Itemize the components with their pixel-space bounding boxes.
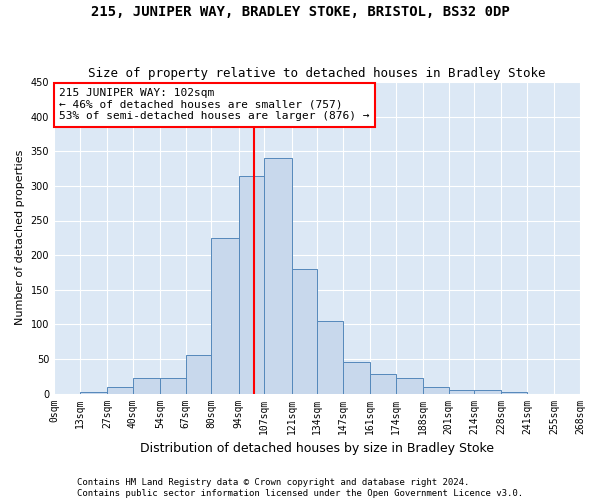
- Bar: [211, 238, 239, 394]
- Title: Size of property relative to detached houses in Bradley Stoke: Size of property relative to detached ho…: [88, 66, 546, 80]
- Bar: [264, 158, 292, 394]
- Bar: [343, 362, 370, 394]
- Bar: [80, 392, 107, 394]
- Bar: [160, 378, 185, 394]
- Text: 215, JUNIPER WAY, BRADLEY STOKE, BRISTOL, BS32 0DP: 215, JUNIPER WAY, BRADLEY STOKE, BRISTOL…: [91, 5, 509, 19]
- Text: Contains HM Land Registry data © Crown copyright and database right 2024.
Contai: Contains HM Land Registry data © Crown c…: [77, 478, 523, 498]
- Bar: [370, 374, 395, 394]
- Bar: [185, 356, 211, 394]
- Bar: [502, 392, 527, 394]
- Bar: [423, 386, 449, 394]
- Bar: [239, 176, 264, 394]
- Bar: [133, 378, 160, 394]
- X-axis label: Distribution of detached houses by size in Bradley Stoke: Distribution of detached houses by size …: [140, 442, 494, 455]
- Bar: [317, 321, 343, 394]
- Bar: [107, 386, 133, 394]
- Y-axis label: Number of detached properties: Number of detached properties: [15, 150, 25, 326]
- Bar: [474, 390, 502, 394]
- Bar: [292, 269, 317, 394]
- Bar: [395, 378, 423, 394]
- Bar: [449, 390, 474, 394]
- Text: 215 JUNIPER WAY: 102sqm
← 46% of detached houses are smaller (757)
53% of semi-d: 215 JUNIPER WAY: 102sqm ← 46% of detache…: [59, 88, 370, 122]
